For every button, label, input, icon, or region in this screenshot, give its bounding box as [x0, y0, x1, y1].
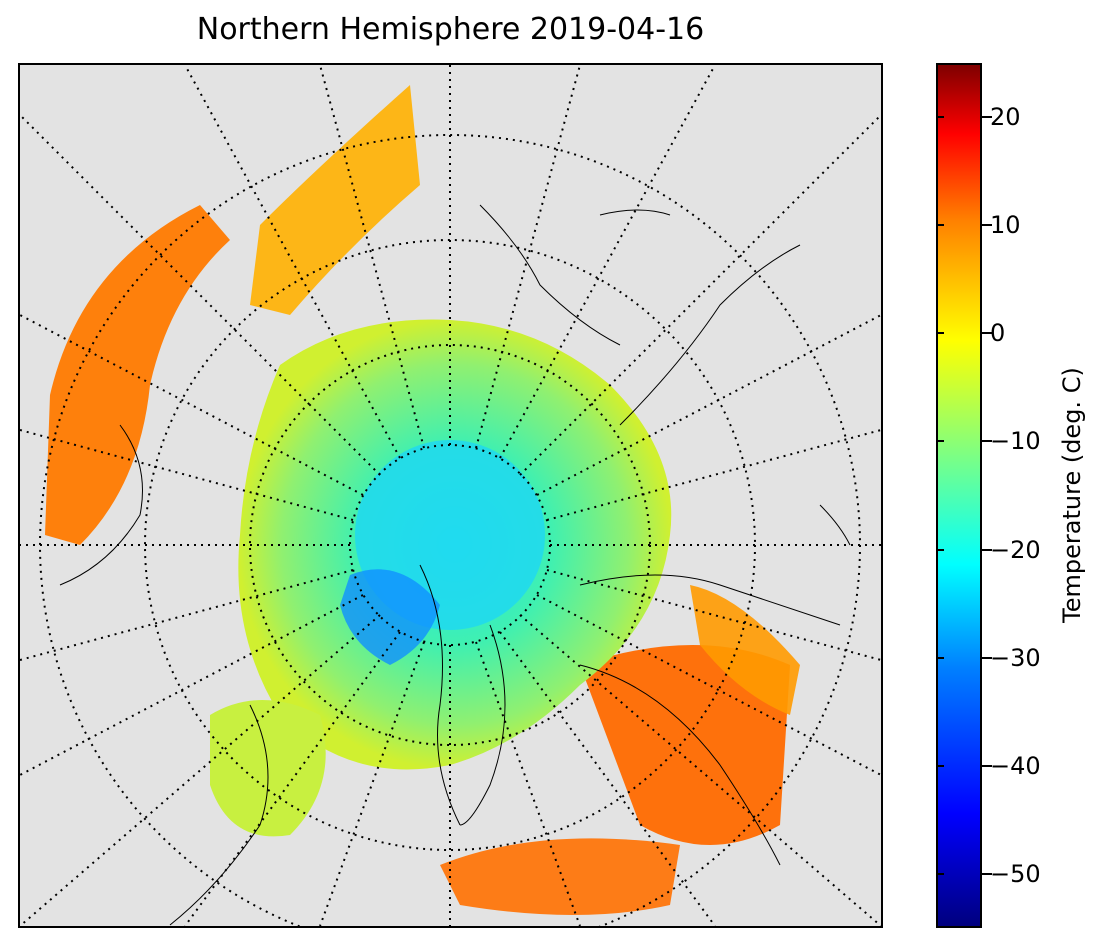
map-canvas	[20, 65, 881, 926]
colorbar-tick-mark	[982, 656, 992, 659]
colorbar-tick-inner	[936, 548, 944, 551]
colorbar-tick-inner	[936, 764, 944, 767]
colorbar-tick-mark	[982, 440, 992, 443]
colorbar-tick-inner	[936, 440, 944, 443]
colorbar-tick-label: 20	[990, 103, 1021, 132]
colorbar-tick-label: 0	[990, 319, 1006, 348]
colorbar-tick-label: −10	[990, 427, 1041, 456]
colorbar-tick-inner	[936, 656, 944, 659]
colorbar-tick-mark	[982, 872, 992, 875]
pacific-warm-region	[580, 645, 790, 845]
colorbar-tick-mark	[982, 764, 992, 767]
polar-map	[18, 63, 883, 928]
colorbar-tick-label: 10	[990, 211, 1021, 240]
colorbar-tick-inner	[936, 224, 944, 227]
greenland-cold-region	[340, 569, 440, 665]
chart-title: Northern Hemisphere 2019-04-16	[196, 12, 705, 47]
colorbar-tick-inner	[936, 116, 944, 119]
atlantic-warm-region	[45, 205, 230, 545]
colorbar-tick-mark	[982, 116, 992, 119]
longitude-lines	[20, 65, 881, 926]
colorbar-tick-inner	[936, 332, 944, 335]
colorbar-tick-label: −20	[990, 535, 1041, 564]
colorbar-tick-mark	[982, 332, 992, 335]
colorbar-tick-inner	[936, 872, 944, 875]
colorbar-tick-mark	[982, 224, 992, 227]
colorbar-label: Temperature (deg. C)	[1058, 367, 1086, 623]
colorbar-tick-label: −50	[990, 859, 1041, 888]
colorbar-tick-label: −40	[990, 751, 1041, 780]
north-sea-region	[250, 85, 420, 315]
colorbar-tick-mark	[982, 548, 992, 551]
colorbar	[936, 63, 982, 928]
colorbar-tick-label: −30	[990, 643, 1041, 672]
bering-warm-region	[440, 838, 680, 915]
okhotsk-region	[690, 585, 800, 715]
